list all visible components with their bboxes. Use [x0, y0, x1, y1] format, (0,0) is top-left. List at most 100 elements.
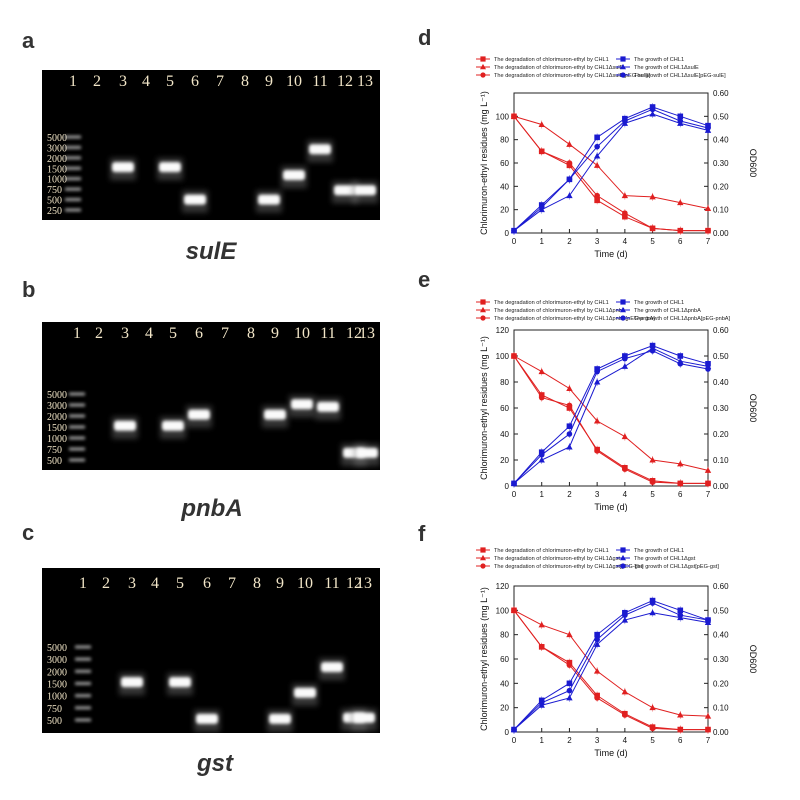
ladder-size-label: 1000 — [47, 434, 67, 445]
dna-band — [334, 185, 356, 196]
ladder-size-label: 2000 — [47, 667, 67, 678]
lane-number: 8 — [241, 73, 249, 90]
data-point — [705, 227, 711, 234]
ladder-band — [65, 187, 81, 191]
data-point — [593, 378, 601, 385]
y2-tick-label: 0.20 — [713, 182, 729, 191]
y2-tick-label: 0.40 — [713, 378, 729, 387]
y-axis-label: Chlorimuron-ethyl residues (mg L⁻¹) — [479, 336, 489, 480]
ladder-band — [75, 682, 91, 685]
ladder-size-label: 750 — [47, 704, 62, 715]
legend-marker — [480, 306, 486, 313]
data-point — [705, 366, 711, 372]
ladder-size-label: 3000 — [47, 655, 67, 666]
gel-svg-gst: 1 2 3 4 5 6 7 8 9 10 11 121350003000200015001000750… — [47, 575, 377, 732]
data-point — [593, 162, 601, 168]
data-point — [511, 353, 517, 359]
y-tick-label: 60 — [500, 404, 509, 413]
lane-number: 12 — [346, 575, 362, 592]
dna-band — [354, 185, 376, 196]
data-point — [566, 431, 573, 437]
x-tick-label: 5 — [650, 736, 655, 745]
y2-tick-label: 0.50 — [713, 606, 729, 615]
data-point — [593, 152, 601, 159]
data-point — [593, 417, 601, 424]
x-tick-label: 0 — [512, 237, 517, 246]
series-line — [513, 609, 709, 717]
legend-marker — [480, 56, 486, 62]
lane-number: 13 — [359, 325, 375, 342]
lane-number: 13 — [357, 73, 373, 90]
ladder-band — [75, 645, 91, 649]
x-tick-label: 6 — [678, 490, 683, 499]
series-line — [513, 108, 709, 232]
data-point — [594, 368, 600, 375]
dna-band — [291, 399, 313, 410]
y-tick-label: 80 — [500, 631, 509, 640]
data-point — [649, 193, 656, 200]
panel-label-b: b — [22, 277, 36, 302]
legend-marker — [480, 547, 486, 553]
dna-band — [196, 713, 218, 724]
chart-d-svg: 0204060801000.000.100.200.300.400.500.60… — [476, 56, 758, 259]
data-point — [621, 363, 629, 369]
data-point — [538, 644, 545, 650]
y2-tick-label: 0.20 — [713, 430, 729, 439]
y2-tick-label: 0.00 — [713, 728, 729, 737]
data-point — [622, 712, 628, 718]
series-line — [513, 602, 709, 730]
data-point — [677, 460, 684, 467]
y-tick-label: 40 — [500, 182, 509, 191]
ladder-size-label: 750 — [47, 445, 62, 456]
data-point — [594, 695, 600, 701]
chart-f: 0 20 40 60 80 100 120 0.00 0.10 0.20 0.30 0.40 0.50 0… — [430, 546, 800, 786]
ladder-band — [69, 414, 85, 418]
lane-number: 12 — [346, 325, 362, 342]
y2-tick-label: 0.30 — [713, 404, 729, 413]
series-line — [513, 610, 708, 731]
series-line — [513, 116, 708, 232]
data-point — [566, 680, 573, 687]
y-tick-label: 60 — [500, 655, 509, 664]
data-point — [622, 612, 628, 618]
data-point — [566, 402, 573, 409]
lane-number: 6 — [195, 325, 203, 342]
y-tick-label: 20 — [500, 456, 509, 465]
y2-tick-label: 0.40 — [713, 631, 729, 640]
legend-marker — [620, 306, 626, 313]
legend-marker — [620, 315, 626, 321]
y2-tick-label: 0.00 — [713, 482, 729, 491]
y-tick-label: 0 — [505, 229, 510, 238]
ladder-size-label: 2000 — [47, 154, 67, 165]
lane-number: 11 — [312, 73, 327, 90]
data-point — [704, 467, 712, 473]
data-point — [594, 631, 600, 638]
x-tick-label: 6 — [678, 237, 683, 246]
legend-marker — [480, 299, 486, 305]
x-tick-label: 0 — [512, 490, 517, 499]
series-line — [513, 345, 709, 484]
y2-tick-label: 0.10 — [713, 704, 729, 713]
data-point — [538, 394, 545, 401]
lane-number: 2 — [93, 73, 101, 90]
ladder-size-label: 1000 — [47, 175, 67, 186]
data-point — [649, 110, 656, 117]
data-point — [594, 192, 600, 199]
data-point — [594, 636, 600, 643]
y-tick-label: 120 — [496, 326, 510, 335]
ladder-band — [69, 392, 85, 396]
lane-number: 12 — [337, 73, 353, 90]
lane-number: 11 — [320, 325, 335, 342]
data-point — [649, 479, 656, 485]
dna-band — [159, 162, 181, 173]
x-tick-label: 4 — [623, 736, 628, 745]
ladder-size-label: 750 — [47, 185, 62, 196]
ladder-size-label: 3000 — [47, 401, 67, 412]
data-point — [511, 726, 517, 733]
lane-number: 1 — [69, 73, 77, 90]
series-line — [513, 113, 709, 232]
legend-label: The degradation of chlorimuron-ethyl by … — [494, 308, 626, 314]
x-tick-label: 7 — [706, 490, 711, 499]
data-point — [677, 353, 684, 359]
data-point — [622, 118, 628, 124]
